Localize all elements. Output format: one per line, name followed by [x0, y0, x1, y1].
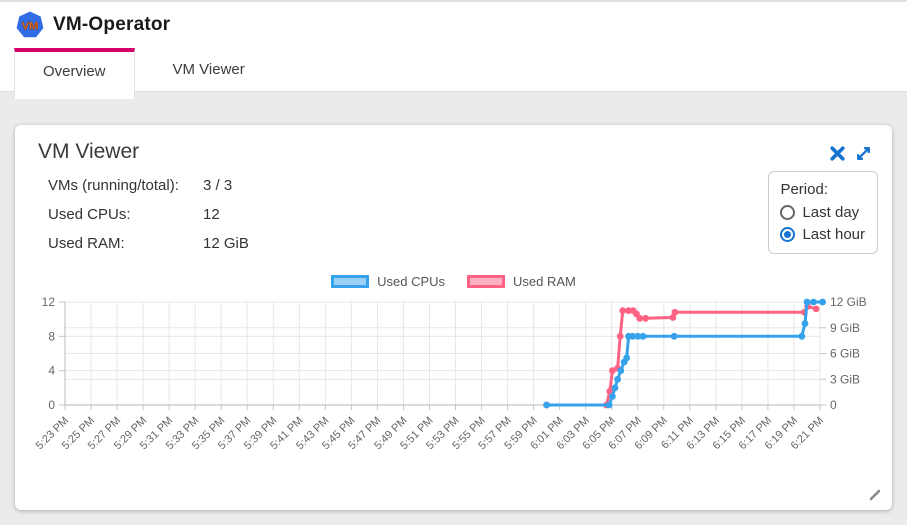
stat-ram: Used RAM: 12 GiB [48, 235, 249, 252]
legend-swatch-used-cpus [331, 274, 370, 288]
legend-item-used-ram[interactable]: Used RAM [467, 274, 576, 289]
stat-ram-label: Used RAM: [48, 235, 125, 252]
svg-text:8: 8 [48, 329, 55, 343]
svg-text:12: 12 [42, 295, 56, 309]
vm-viewer-card: VM Viewer VMs (running/total): 3 / 3 Use… [15, 125, 892, 510]
stat-vms: VMs (running/total): 3 / 3 [48, 177, 249, 194]
stat-cpus-value: 12 [203, 206, 220, 223]
stat-cpus: Used CPUs: 12 [48, 206, 249, 223]
radio-unselected-icon [780, 205, 796, 220]
svg-text:0: 0 [48, 398, 55, 412]
vm-stats: VMs (running/total): 3 / 3 Used CPUs: 12… [48, 177, 249, 264]
tab-overview-label: Overview [43, 63, 106, 80]
radio-last-day-label: Last day [802, 204, 860, 221]
legend-item-used-cpus[interactable]: Used CPUs [331, 274, 445, 289]
page-background: VM Viewer VMs (running/total): 3 / 3 Use… [0, 92, 907, 510]
legend-label-used-cpus: Used CPUs [377, 273, 446, 289]
usage-chart: 5:23 PM5:25 PM5:27 PM5:29 PM5:31 PM5:33 … [34, 295, 867, 452]
stat-cpus-label: Used CPUs: [48, 206, 131, 223]
stat-vms-label: VMs (running/total): [48, 177, 179, 194]
stat-vms-value: 3 / 3 [203, 177, 233, 194]
card-title: VM Viewer [38, 140, 140, 163]
radio-last-day[interactable]: Last day [780, 204, 865, 221]
svg-text:9 GiB: 9 GiB [830, 321, 860, 335]
app-logo-icon: VM [16, 11, 44, 38]
svg-text:VM: VM [22, 21, 39, 33]
svg-text:3 GiB: 3 GiB [830, 372, 860, 386]
period-box: Period: Last day Last hour [768, 171, 878, 254]
tab-vm-viewer-label: VM Viewer [172, 61, 245, 78]
period-label: Period: [780, 181, 828, 198]
svg-text:0: 0 [830, 398, 837, 412]
radio-last-hour-label: Last hour [802, 226, 865, 243]
radio-last-hour[interactable]: Last hour [780, 226, 865, 243]
legend-label-used-ram: Used RAM [513, 273, 576, 289]
svg-text:4: 4 [48, 364, 55, 378]
expand-icon[interactable] [855, 145, 872, 162]
close-icon[interactable] [829, 145, 846, 162]
svg-text:6 GiB: 6 GiB [830, 347, 860, 361]
legend-swatch-used-ram [467, 274, 506, 288]
app-title: VM-Operator [53, 14, 171, 35]
tab-vm-viewer[interactable]: VM Viewer [145, 48, 273, 91]
app-header: VM VM-Operator [0, 0, 907, 48]
resize-handle[interactable] [867, 487, 883, 503]
chart-legend: Used CPUs Used RAM [15, 272, 892, 290]
svg-text:12 GiB: 12 GiB [830, 295, 867, 309]
tab-overview[interactable]: Overview [14, 48, 135, 99]
stat-ram-value: 12 GiB [203, 235, 249, 252]
tabbar: Overview VM Viewer [0, 48, 907, 99]
radio-selected-icon [780, 227, 796, 242]
